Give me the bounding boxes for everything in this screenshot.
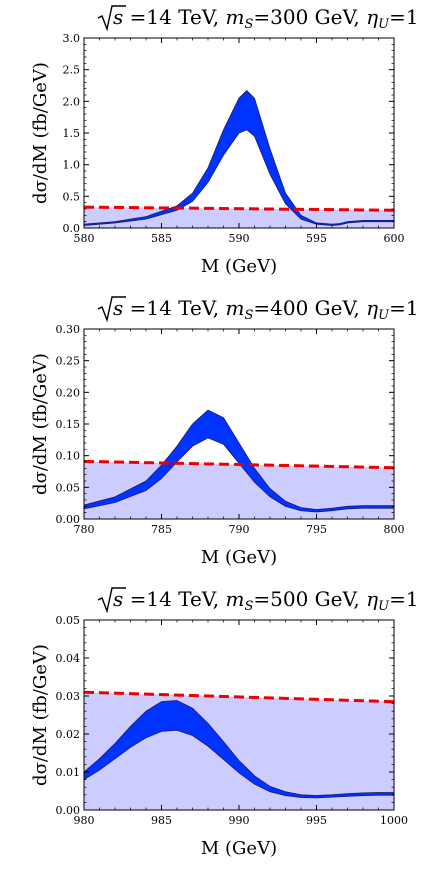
y-tick-label: 0.25 [56, 355, 81, 368]
x-tick-label: 780 [74, 523, 95, 536]
y-tick-label: 0.0 [63, 222, 81, 235]
x-tick-label: 790 [229, 523, 250, 536]
y-axis-label: dσ/dM (fb/GeV) [30, 62, 51, 204]
title-part-eta-val: =1 [389, 587, 418, 611]
signal-band [84, 700, 394, 799]
title-part-m-sym: m [225, 296, 244, 320]
y-tick-label: 0.02 [56, 728, 81, 741]
title-part-m-val: =400 GeV, [253, 296, 366, 320]
chart-svg: 780 785 790 795 800 0.00 0.05 0.10 0.15 0.20 0.25 0… [30, 296, 419, 568]
x-tick-label: 580 [74, 232, 95, 245]
y-tick-label: 0.04 [56, 652, 81, 665]
title-part-rest: =14 TeV, [123, 296, 225, 320]
chart-title-text: s =14 TeV, mS=400 GeV, ηU=1 [113, 296, 419, 323]
y-tick-label: 0.20 [56, 386, 81, 399]
title-part-sqrt-arg: s [113, 296, 123, 320]
x-tick-label: 995 [306, 814, 327, 827]
chart-title: s =14 TeV, mS=500 GeV, ηU=1 [97, 587, 419, 614]
chart-title: s =14 TeV, mS=400 GeV, ηU=1 [97, 296, 419, 323]
x-tick-label: 795 [306, 523, 327, 536]
chart-title-text: s =14 TeV, mS=300 GeV, ηU=1 [113, 5, 419, 32]
x-axis-label: M (GeV) [201, 547, 277, 568]
title-part-m-sym: m [225, 5, 244, 29]
y-tick-label: 0.00 [56, 804, 81, 817]
title-part-eta-val: =1 [389, 5, 418, 29]
title-part-eta-sym: η [366, 587, 378, 611]
sqrt-icon [97, 587, 126, 614]
x-tick-label: 785 [151, 523, 172, 536]
x-tick-label: 590 [229, 232, 250, 245]
title-part-sqrt-arg: s [113, 5, 123, 29]
x-tick-label: 985 [151, 814, 172, 827]
y-tick-label: 2.5 [63, 64, 81, 77]
title-part-m-sub: S [244, 599, 253, 614]
x-tick-label: 600 [384, 232, 405, 245]
title-part-eta-sub: U [378, 599, 390, 614]
y-tick-label: 0.03 [56, 690, 81, 703]
chart-title: s =14 TeV, mS=300 GeV, ηU=1 [97, 5, 419, 32]
chart-svg: 980 985 990 995 1000 0.00 0.01 0.02 0.03 0.04 0.05… [30, 587, 419, 859]
signal-band [84, 90, 394, 226]
x-tick-label: 1000 [380, 814, 408, 827]
y-tick-label: 0.00 [56, 513, 81, 526]
chart-panel-300: 580 585 590 595 600 0.0 0.5 1.0 1.5 2.0 2.5 3.0 M (G… [0, 0, 436, 290]
y-tick-label: 0.10 [56, 450, 81, 463]
chart-svg: 580 585 590 595 600 0.0 0.5 1.0 1.5 2.0 2.5 3.0 M (G… [30, 5, 419, 277]
y-tick-label: 3.0 [63, 32, 81, 45]
title-part-m-val: =300 GeV, [253, 5, 366, 29]
y-axis-label: dσ/dM (fb/GeV) [30, 644, 51, 786]
title-part-sqrt-arg: s [113, 587, 123, 611]
title-part-eta-sym: η [366, 296, 378, 320]
title-part-m-sym: m [225, 587, 244, 611]
x-tick-label: 800 [384, 523, 405, 536]
x-tick-label: 595 [306, 232, 327, 245]
y-tick-label: 2.0 [63, 95, 81, 108]
title-part-m-sub: S [244, 17, 253, 32]
chart-title-text: s =14 TeV, mS=500 GeV, ηU=1 [113, 587, 419, 614]
x-axis-label: M (GeV) [201, 838, 277, 859]
y-tick-label: 0.5 [63, 190, 81, 203]
x-tick-label: 585 [151, 232, 172, 245]
title-part-rest: =14 TeV, [123, 5, 225, 29]
chart-panel-500: 980 985 990 995 1000 0.00 0.01 0.02 0.03 0.04 0.05… [0, 582, 436, 872]
x-axis-label: M (GeV) [201, 256, 277, 277]
sqrt-icon [97, 296, 126, 323]
background-line [84, 459, 394, 470]
background-line [84, 205, 394, 212]
y-tick-label: 0.05 [56, 614, 81, 627]
y-tick-label: 1.0 [63, 159, 81, 172]
title-part-eta-val: =1 [389, 296, 418, 320]
y-tick-label: 0.01 [56, 766, 81, 779]
x-tick-label: 980 [74, 814, 95, 827]
y-tick-label: 1.5 [63, 127, 81, 140]
sqrt-icon [97, 5, 126, 32]
background-region [84, 692, 394, 810]
x-tick-label: 990 [229, 814, 250, 827]
title-part-eta-sym: η [366, 5, 378, 29]
chart-panel-400: 780 785 790 795 800 0.00 0.05 0.10 0.15 0.20 0.25 0… [0, 291, 436, 581]
title-part-rest: =14 TeV, [123, 587, 225, 611]
y-tick-label: 0.05 [56, 481, 81, 494]
background-line [84, 690, 394, 704]
title-part-m-sub: S [244, 308, 253, 323]
title-part-eta-sub: U [378, 308, 390, 323]
y-tick-label: 0.30 [56, 323, 81, 336]
y-tick-label: 0.15 [56, 418, 81, 431]
title-part-m-val: =500 GeV, [253, 587, 366, 611]
title-part-eta-sub: U [378, 17, 390, 32]
y-axis-label: dσ/dM (fb/GeV) [30, 353, 51, 495]
signal-band [84, 409, 394, 513]
